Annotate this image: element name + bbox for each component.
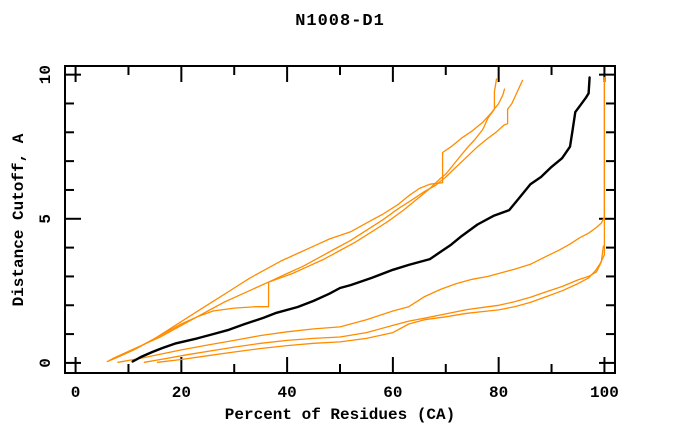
x-tick-label: 80 [489,384,508,402]
x-tick-label: 20 [172,384,191,402]
black-curve [131,76,591,363]
orange-curve-4 [117,76,606,363]
x-axis-label: Percent of Residues (CA) [224,406,456,424]
x-tick-label: 0 [71,384,81,402]
orange-curve-3 [111,79,524,360]
y-axis-ticks: 0 5 10 [37,65,615,368]
orange-curve-6 [156,79,606,363]
orange-curve-2 [109,88,506,361]
chart-title: N1008-D1 [295,12,385,31]
x-tick-label: 60 [383,384,402,402]
x-tick-label: 100 [590,384,619,402]
x-axis-ticks: 0 20 40 60 80 100 [71,66,619,402]
orange-curve-5 [143,245,605,363]
y-tick-label: 5 [37,214,55,224]
y-tick-label: 0 [37,358,55,368]
x-tick-label: 40 [278,384,297,402]
y-tick-label: 10 [37,65,55,84]
orange-curve-1 [106,78,498,363]
